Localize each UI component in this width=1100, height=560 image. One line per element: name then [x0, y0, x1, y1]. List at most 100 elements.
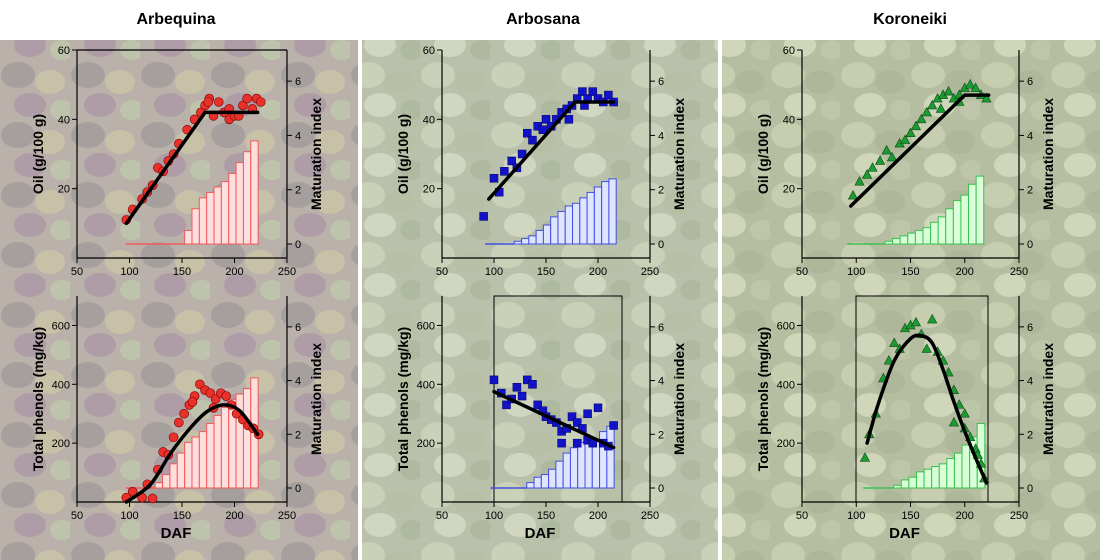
y-axis-label: Oil (g/100 g) — [30, 114, 46, 194]
y-tick-label: 400 — [52, 379, 70, 391]
data-point — [943, 85, 954, 96]
data-point — [905, 127, 916, 137]
maturation-bar — [569, 447, 579, 489]
y2-tick-label: 6 — [1027, 322, 1033, 334]
maturation-bar — [915, 471, 925, 489]
data-point — [572, 438, 582, 448]
y2-tick-label: 4 — [658, 376, 664, 388]
maturation-bar — [975, 175, 985, 245]
data-point — [883, 355, 894, 365]
maturation-bar — [938, 463, 948, 489]
y-tick-label: 200 — [417, 438, 435, 450]
maturation-bar — [198, 197, 208, 245]
data-point — [859, 452, 871, 462]
maturation-bar — [191, 208, 200, 245]
data-point — [479, 212, 488, 221]
data-point — [886, 151, 898, 162]
data-point — [179, 408, 189, 419]
y-tick-label: 20 — [783, 184, 795, 196]
y-tick-label: 200 — [777, 438, 795, 450]
data-point — [517, 391, 527, 401]
data-point — [881, 144, 892, 155]
x-tick-label: 100 — [120, 266, 138, 278]
maturation-bar — [526, 482, 535, 489]
data-point — [847, 189, 859, 200]
maturation-bar — [601, 181, 610, 245]
maturation-bar — [593, 186, 603, 245]
y2-tick-label: 4 — [295, 130, 301, 142]
x-tick-label: 150 — [537, 510, 555, 522]
data-point — [948, 416, 960, 427]
data-point — [538, 125, 548, 134]
y-tick-label: 60 — [783, 45, 795, 57]
fit-line — [124, 403, 260, 504]
maturation-bar — [908, 476, 917, 489]
x-tick-label: 250 — [1010, 266, 1028, 278]
data-point — [921, 106, 932, 117]
x-tick-label: 50 — [796, 266, 808, 278]
data-point — [242, 93, 252, 104]
chart-title-arbequina: Arbequina — [136, 11, 215, 28]
maturation-bar — [220, 181, 230, 245]
data-point — [174, 417, 184, 428]
x-tick-label: 250 — [641, 266, 659, 278]
maturation-bar — [548, 468, 557, 489]
y2-tick-label: 4 — [658, 130, 664, 142]
maturation-bar — [914, 229, 924, 245]
fit-line — [124, 110, 260, 226]
maturation-bar — [169, 463, 178, 489]
y2-axis-label: Maturation index — [1040, 343, 1056, 455]
y2-axis-label: Maturation index — [1040, 98, 1056, 210]
y2-tick-label: 0 — [658, 483, 664, 495]
data-point — [238, 100, 248, 111]
maturation-bar — [945, 208, 954, 245]
data-point — [583, 409, 592, 418]
y2-tick-label: 4 — [295, 376, 301, 388]
y-tick-label: 600 — [52, 320, 70, 332]
y-axis-label: Oil (g/100 g) — [395, 114, 411, 194]
y-tick-label: 400 — [777, 379, 795, 391]
y2-tick-label: 6 — [658, 76, 664, 88]
data-point — [889, 337, 900, 347]
x-tick-label: 100 — [485, 266, 503, 278]
data-point — [854, 176, 865, 186]
data-point — [213, 97, 224, 107]
maturation-bar — [952, 200, 962, 245]
y2-tick-label: 0 — [658, 239, 664, 251]
data-point — [578, 87, 587, 96]
data-point — [489, 174, 499, 183]
maturation-bar — [562, 452, 571, 489]
maturation-bar — [162, 474, 171, 489]
data-point — [512, 382, 522, 392]
data-point — [593, 403, 603, 413]
x-tick-label: 250 — [278, 510, 296, 522]
data-point — [935, 103, 946, 113]
data-point — [528, 380, 537, 389]
panel-arbequina-phenols: 50 100 150 200 250 DAF 200 400 600 Total phenols … — [30, 296, 324, 542]
maturation-bar — [922, 227, 932, 245]
maturation-bar — [235, 162, 244, 245]
x-tick-label: 200 — [225, 266, 243, 278]
x-tick-label: 50 — [436, 266, 448, 278]
x-tick-label: 50 — [796, 510, 808, 522]
x-tick-label: 250 — [641, 510, 659, 522]
y2-axis-label: Maturation index — [671, 98, 687, 210]
y2-tick-label: 0 — [295, 483, 301, 495]
maturation-bar — [884, 240, 894, 245]
maturation-bar — [242, 388, 252, 489]
data-point — [861, 169, 873, 179]
data-point — [867, 162, 878, 172]
data-point — [517, 149, 527, 159]
x-tick-label: 50 — [436, 510, 448, 522]
y2-tick-label: 2 — [1027, 429, 1033, 441]
data-point — [899, 134, 911, 144]
y2-tick-label: 0 — [1027, 239, 1033, 251]
y-tick-label: 40 — [783, 114, 795, 126]
y2-tick-label: 4 — [1027, 130, 1033, 142]
y2-tick-label: 6 — [295, 322, 301, 334]
x-tick-label: 150 — [173, 510, 191, 522]
maturation-bar — [213, 414, 222, 489]
maturation-bar — [608, 178, 617, 245]
